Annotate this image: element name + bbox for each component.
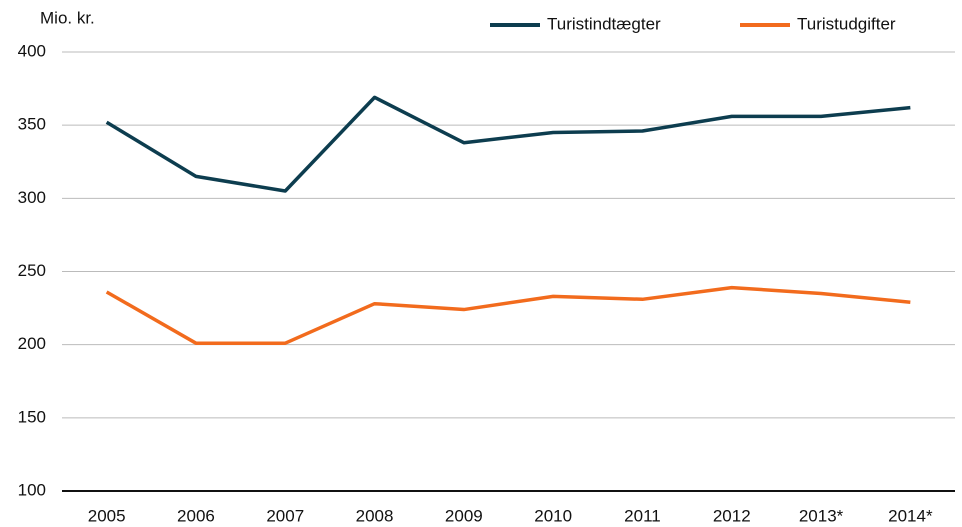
x-tick-label: 2008 (356, 506, 394, 525)
x-tick-label: 2010 (534, 506, 572, 525)
y-tick-label: 350 (18, 115, 46, 134)
x-tick-label: 2011 (624, 506, 661, 525)
y-tick-label: 150 (18, 407, 46, 426)
x-tick-label: 2006 (177, 506, 215, 525)
y-tick-label: 200 (18, 334, 46, 353)
x-tick-label: 2005 (88, 506, 126, 525)
y-tick-label: 300 (18, 188, 46, 207)
legend-label: Turistindtægter (547, 14, 661, 33)
y-tick-label: 100 (18, 480, 46, 499)
series-line (105, 95, 911, 193)
y-tick-label: 400 (18, 41, 46, 60)
y-tick-label: 250 (18, 261, 46, 280)
x-tick-label: 2014* (888, 506, 933, 525)
x-tick-label: 2012 (713, 506, 751, 525)
series-line (105, 285, 911, 345)
x-tick-label: 2007 (266, 506, 304, 525)
y-axis-label: Mio. kr. (40, 8, 95, 27)
x-tick-label: 2013* (799, 506, 844, 525)
legend-label: Turistudgifter (797, 14, 896, 33)
x-tick-label: 2009 (445, 506, 483, 525)
